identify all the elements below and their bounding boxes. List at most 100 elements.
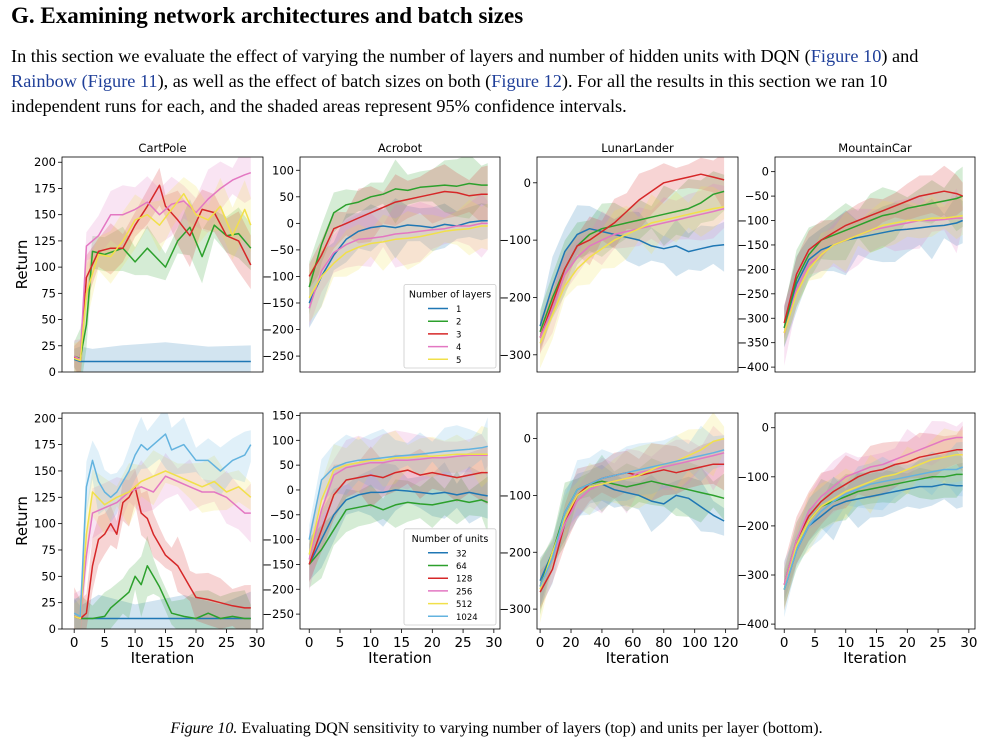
- caption-text: Evaluating DQN sensitivity to varying nu…: [241, 720, 823, 737]
- axes-frame: [536, 412, 739, 630]
- series-line-256: [783, 436, 963, 586]
- series-line-32: [308, 489, 488, 565]
- x-tick-label: 20: [424, 635, 441, 651]
- y-tick-label: 150: [34, 208, 56, 222]
- series-line-1024: [73, 433, 252, 618]
- panel-mountaincar-units: −400 −300 −200 −100 0 0 5 10 15 20 25 30 Iteration: [737, 412, 977, 667]
- y-tick-label: 25: [41, 339, 56, 353]
- legend-box: [403, 528, 497, 626]
- confidence-band-2: [74, 199, 251, 372]
- y-tick-label: 25: [41, 596, 56, 610]
- series-line-5: [539, 206, 725, 344]
- panel-title: CartPole: [138, 141, 186, 155]
- y-tick-label: 100: [34, 517, 56, 531]
- figure-link[interactable]: Rainbow (Figure 11: [11, 71, 158, 91]
- y-tick-label: 100: [34, 260, 56, 274]
- y-tick-label: 125: [34, 490, 56, 504]
- series-line-256: [539, 452, 725, 587]
- y-axis-label: Return: [13, 240, 31, 290]
- series-line-4: [308, 222, 488, 309]
- y-tick-label: −200: [499, 290, 531, 304]
- plot-area: [73, 157, 252, 372]
- y-tick-label: −200: [262, 323, 294, 337]
- x-axis-label: Iteration: [131, 649, 195, 667]
- confidence-band-5: [309, 199, 488, 322]
- confidence-band-1024: [74, 413, 251, 629]
- confidence-band-1024: [540, 425, 725, 607]
- y-tick-label: −50: [270, 243, 294, 257]
- series-line-3: [783, 190, 963, 324]
- x-tick-label: 5: [811, 635, 820, 651]
- confidence-band-2: [540, 171, 725, 350]
- series-line-5: [308, 225, 488, 299]
- legend-entry-5: 5: [456, 356, 461, 366]
- plot-area: [308, 157, 488, 328]
- x-tick-label: 25: [454, 635, 471, 651]
- x-tick-label: 15: [393, 635, 410, 651]
- confidence-band-256: [540, 425, 725, 606]
- series-line-128: [539, 463, 725, 593]
- series-line-1024: [783, 466, 963, 590]
- x-tick-label: 10: [362, 635, 379, 651]
- confidence-band-2: [309, 157, 488, 315]
- y-tick-label: −250: [262, 349, 294, 363]
- confidence-band-5: [74, 177, 251, 372]
- x-tick-label: 5: [336, 635, 345, 651]
- x-tick-label: 30: [960, 635, 977, 651]
- x-tick-label: 25: [218, 635, 235, 651]
- series-line-1024: [308, 445, 488, 540]
- series-line-4: [539, 207, 725, 338]
- series-line-2: [308, 182, 488, 288]
- legend-entry-1024: 1024: [456, 613, 478, 623]
- confidence-band-64: [309, 471, 488, 588]
- plot-area: [73, 413, 252, 629]
- caption-label: Figure 10.: [170, 720, 238, 737]
- x-tick-label: 10: [126, 635, 143, 651]
- axes-frame: [299, 156, 501, 373]
- y-tick-label: 0: [287, 483, 294, 497]
- legend-entry-128: 128: [456, 575, 472, 585]
- series-line-128: [73, 486, 251, 620]
- y-tick-label: 200: [34, 155, 56, 169]
- confidence-band-128: [309, 445, 488, 583]
- figure-link[interactable]: Figure 12: [491, 71, 562, 91]
- y-tick-label: 50: [41, 569, 56, 583]
- y-tick-label: 0: [762, 421, 769, 435]
- panel-title: Acrobot: [378, 141, 423, 155]
- y-tick-label: −250: [262, 607, 294, 621]
- y-tick-label: 100: [272, 433, 294, 447]
- x-axis-label: Iteration: [843, 649, 907, 667]
- confidence-band-1: [309, 198, 488, 328]
- x-tick-label: 0: [305, 635, 314, 651]
- panel-cartpole-units: 0 25 50 75 100 125 150 175 200 0 5 10 15 20 25 30 Iterat…: [13, 411, 266, 667]
- y-tick-label: −50: [270, 508, 294, 522]
- y-tick-label: 200: [34, 411, 56, 425]
- y-tick-label: 75: [41, 286, 56, 300]
- axes-frame: [774, 156, 976, 373]
- series-line-64: [308, 499, 488, 565]
- confidence-band-5: [540, 186, 725, 369]
- confidence-band-1: [784, 195, 963, 348]
- figure-link[interactable]: Figure 10: [810, 46, 882, 66]
- y-tick-label: 0: [524, 432, 531, 446]
- figure-caption: Figure 10. Evaluating DQN sensitivity to…: [0, 720, 993, 738]
- axes-frame: [61, 156, 264, 373]
- x-tick-label: 120: [713, 635, 739, 651]
- confidence-band-128: [540, 438, 725, 610]
- legend-entry-1: 1: [456, 305, 461, 315]
- y-tick-label: −400: [737, 360, 769, 374]
- confidence-band-1: [74, 342, 251, 372]
- figure-10: 0255075100125150175200CartPoleReturn−250…: [13, 141, 977, 667]
- series-line-4: [73, 171, 252, 361]
- x-tick-label: 20: [562, 635, 579, 651]
- y-tick-label: −200: [737, 519, 769, 533]
- y-tick-label: 125: [34, 234, 56, 248]
- series-line-3: [539, 173, 725, 338]
- series-line-256: [73, 475, 251, 620]
- y-tick-label: −100: [737, 470, 769, 484]
- plot-area: [539, 413, 725, 623]
- confidence-band-4: [309, 193, 488, 327]
- y-tick-label: −350: [737, 336, 769, 350]
- x-tick-label: 30: [248, 635, 265, 651]
- x-tick-label: 5: [100, 635, 109, 651]
